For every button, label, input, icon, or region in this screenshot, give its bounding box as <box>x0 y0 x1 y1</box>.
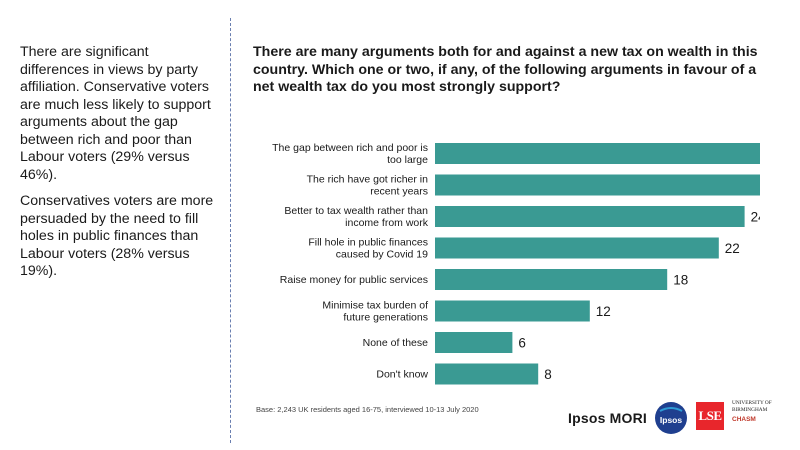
chasm-logo: CHASM <box>732 416 756 423</box>
value-label-7: 8 <box>544 367 552 382</box>
survey-question: There are many arguments both for and ag… <box>253 44 758 95</box>
ipsos-logo-text: Ipsos <box>660 415 682 425</box>
summary-text: There are significant differences in vie… <box>20 44 215 290</box>
value-label-5: 12 <box>596 304 611 319</box>
category-label-7: Don't know <box>376 369 428 381</box>
ipsos-mori-logo: Ipsos MORI <box>568 410 648 426</box>
bar-chart: The gap between rich and poor is too larg… <box>272 142 760 385</box>
category-label-0: The gap between rich and poor is too larg… <box>272 142 428 166</box>
birmingham-logo-text: University of Birmingham <box>732 400 772 413</box>
category-label-2: Better to tax wealth rather than income f… <box>284 205 428 229</box>
bar-6 <box>435 332 513 353</box>
bar-1 <box>435 174 760 196</box>
value-label-3: 22 <box>725 241 740 256</box>
category-label-4: Raise money for public services <box>280 274 428 286</box>
value-label-2: 24 <box>751 210 760 225</box>
base-note: Base: 2,243 UK residents aged 16-75, int… <box>256 405 479 414</box>
category-label-6: None of these <box>363 337 429 349</box>
category-label-5: Minimise tax burden of future generations <box>322 300 428 324</box>
bar-7 <box>435 363 539 385</box>
bar-0 <box>435 143 760 164</box>
bar-4 <box>435 269 668 290</box>
bar-5 <box>435 300 590 322</box>
category-label-3: Fill hole in public finances caused by Co… <box>308 237 428 261</box>
bar-2 <box>435 206 745 227</box>
ipsos-logo: Ipsos <box>655 402 687 434</box>
panel-divider <box>230 18 231 443</box>
summary-paragraph-2: Conservatives voters are more persuaded … <box>20 193 214 279</box>
value-label-4: 18 <box>673 273 688 288</box>
birmingham-logo: University of Birmingham CHASM <box>732 400 798 423</box>
ipsos-logo-arc <box>659 407 683 412</box>
bar-3 <box>435 237 719 259</box>
category-label-1: The rich have got richer in recent years <box>307 174 429 198</box>
value-label-6: 6 <box>518 336 526 351</box>
summary-paragraph-1: There are significant differences in vie… <box>20 44 211 183</box>
lse-logo: LSE <box>696 402 724 430</box>
